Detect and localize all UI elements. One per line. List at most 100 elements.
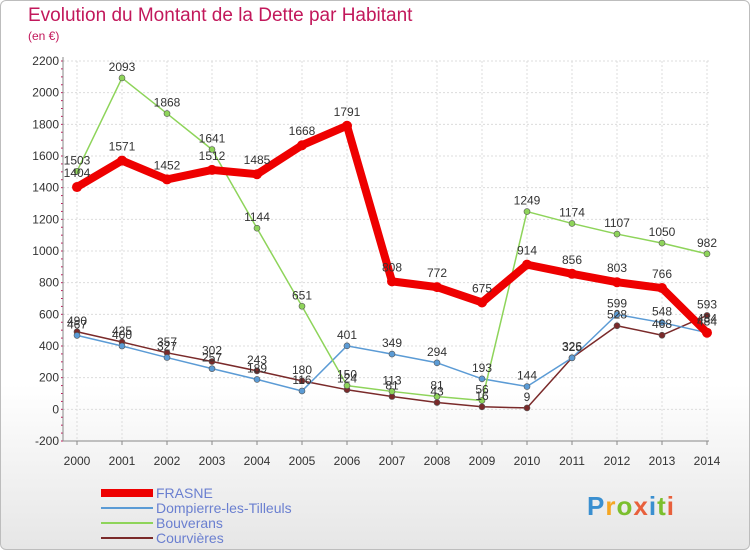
x-tick-label: 2014 — [694, 454, 721, 468]
data-label: 1571 — [109, 140, 136, 154]
proxiti-logo: Proxiti — [587, 491, 675, 522]
data-label: 803 — [607, 261, 627, 275]
legend-label: Courvières — [156, 530, 224, 546]
legend-swatch — [101, 522, 153, 524]
data-point — [208, 358, 216, 365]
data-label: 1641 — [199, 132, 226, 146]
logo-letter: i — [648, 491, 658, 521]
data-label: 766 — [652, 267, 672, 281]
data-point — [478, 403, 486, 411]
legend-item: Bouverans — [101, 515, 361, 531]
data-point — [432, 282, 442, 293]
data-point — [388, 388, 396, 395]
data-point — [163, 354, 171, 361]
chart-unit: (en €) — [28, 29, 60, 43]
data-point — [658, 319, 666, 326]
data-label: 1249 — [514, 194, 541, 208]
x-tick-label: 2010 — [514, 454, 541, 468]
logo-letter: P — [587, 491, 606, 521]
y-tick-label: 800 — [39, 276, 59, 290]
data-point — [297, 140, 307, 151]
data-label: 294 — [427, 345, 447, 359]
data-point — [73, 332, 81, 339]
data-label: 914 — [517, 244, 537, 258]
data-point — [477, 297, 487, 308]
data-label: 1485 — [244, 153, 271, 167]
data-point — [298, 302, 306, 310]
data-label: 1404 — [64, 166, 91, 180]
data-label: 401 — [337, 328, 357, 342]
logo-letter: r — [605, 491, 617, 521]
data-label: 1107 — [604, 216, 630, 230]
data-point — [342, 120, 352, 131]
y-tick-label: 400 — [39, 339, 59, 353]
x-tick-label: 2013 — [649, 454, 676, 468]
data-point — [568, 220, 576, 227]
x-tick-label: 2008 — [424, 454, 451, 468]
data-label: 856 — [562, 253, 582, 267]
y-tick-label: 1200 — [32, 212, 59, 226]
y-tick-label: 200 — [39, 371, 59, 385]
data-label: 1452 — [154, 158, 181, 172]
data-label: 357 — [157, 335, 177, 349]
data-label: 81 — [385, 379, 399, 393]
y-tick-label: -200 — [35, 434, 59, 448]
data-label: 116 — [292, 373, 311, 387]
legend-item: Dompierre-les-Tilleuls — [101, 500, 361, 516]
data-label: 243 — [247, 353, 267, 367]
data-point — [523, 383, 531, 390]
x-tick-label: 2006 — [334, 454, 361, 468]
data-point — [523, 208, 531, 215]
data-point — [343, 342, 351, 350]
data-label: 467 — [67, 317, 87, 331]
x-tick-label: 2012 — [604, 454, 631, 468]
data-point — [658, 331, 666, 339]
y-tick-label: 1800 — [32, 117, 59, 131]
data-label: 1868 — [154, 96, 181, 110]
data-point — [208, 365, 216, 372]
y-tick-label: 2200 — [32, 54, 59, 68]
y-tick-label: 2000 — [32, 86, 59, 100]
data-point — [433, 399, 441, 406]
data-label: 9 — [524, 390, 531, 404]
data-point — [73, 168, 81, 175]
y-tick-label: 0 — [52, 402, 59, 416]
logo-letter: x — [633, 491, 649, 521]
y-tick-label: 1000 — [32, 244, 59, 258]
data-point — [613, 322, 621, 330]
logo-letter: t — [657, 491, 667, 521]
x-tick-label: 2007 — [379, 454, 406, 468]
data-label: 43 — [430, 385, 444, 399]
y-tick-label: 1400 — [32, 181, 59, 195]
logo-letter: o — [616, 491, 634, 521]
data-point — [72, 182, 82, 193]
legend-swatch — [101, 489, 153, 497]
data-label: 772 — [427, 266, 447, 280]
data-label: 81 — [430, 379, 444, 393]
data-label: 193 — [472, 361, 492, 375]
data-point — [478, 375, 486, 383]
data-label: 548 — [652, 305, 672, 319]
data-label: 16 — [475, 389, 489, 403]
data-point — [657, 283, 667, 294]
data-label: 113 — [382, 373, 401, 387]
data-point — [298, 377, 306, 385]
data-label: 144 — [517, 369, 537, 383]
x-tick-label: 2001 — [109, 454, 136, 468]
legend-label: FRASNE — [156, 485, 213, 501]
data-label: 675 — [472, 281, 492, 295]
y-tick-label: 1600 — [32, 149, 59, 163]
data-label: 56 — [475, 382, 489, 396]
data-point — [163, 110, 171, 117]
data-point — [703, 250, 711, 258]
data-label: 468 — [652, 317, 672, 331]
data-label: 325 — [562, 340, 582, 354]
data-point — [253, 224, 261, 232]
x-tick-label: 2003 — [199, 454, 226, 468]
data-label: 180 — [292, 363, 312, 377]
data-label: 349 — [382, 336, 402, 350]
x-tick-label: 2011 — [559, 454, 585, 468]
data-label: 1668 — [289, 124, 316, 138]
data-point — [523, 404, 531, 412]
